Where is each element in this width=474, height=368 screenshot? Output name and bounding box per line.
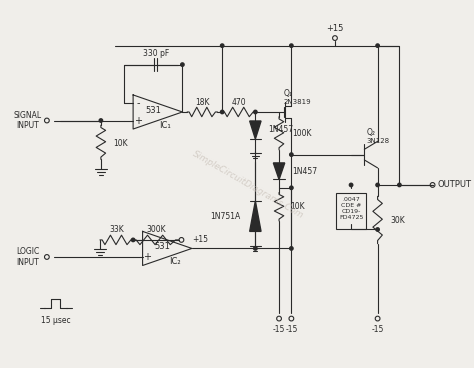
Circle shape: [349, 183, 353, 187]
Text: +: +: [134, 116, 142, 125]
Text: OUTPUT: OUTPUT: [438, 180, 471, 190]
Circle shape: [290, 186, 293, 190]
Text: 330 pF: 330 pF: [143, 49, 170, 58]
Bar: [336, 194, 366, 230]
Text: 15 μsec: 15 μsec: [41, 316, 70, 325]
Text: 300K: 300K: [146, 225, 166, 234]
Text: IC₁: IC₁: [159, 121, 171, 130]
Text: -: -: [136, 99, 140, 109]
Circle shape: [131, 238, 135, 242]
Text: 531: 531: [155, 242, 171, 251]
Text: Q₁: Q₁: [283, 89, 292, 98]
Circle shape: [290, 247, 293, 250]
Text: IC₂: IC₂: [169, 257, 181, 266]
Circle shape: [254, 110, 257, 114]
Text: 10K: 10K: [113, 139, 128, 148]
Text: -: -: [146, 235, 149, 245]
Text: -15: -15: [273, 325, 285, 335]
Circle shape: [290, 153, 293, 156]
Circle shape: [220, 110, 224, 114]
Text: LOGIC
INPUT: LOGIC INPUT: [16, 247, 39, 267]
Circle shape: [99, 119, 102, 122]
Polygon shape: [250, 201, 261, 231]
Text: 531: 531: [145, 106, 161, 114]
Text: +: +: [143, 252, 151, 262]
Text: .0047
CDE #
CD19-
FD4725: .0047 CDE # CD19- FD4725: [339, 198, 363, 220]
Text: 1N751A: 1N751A: [210, 212, 240, 221]
Circle shape: [290, 44, 293, 47]
Text: 1N457: 1N457: [269, 125, 294, 134]
Circle shape: [376, 44, 379, 47]
Text: +15: +15: [192, 236, 208, 244]
Text: Q₂: Q₂: [366, 128, 375, 137]
Circle shape: [220, 44, 224, 47]
Circle shape: [376, 183, 379, 187]
Polygon shape: [273, 163, 285, 180]
Text: 100K: 100K: [292, 129, 312, 138]
Text: 2N3819: 2N3819: [283, 99, 311, 105]
Text: -15: -15: [285, 325, 298, 335]
Text: 10K: 10K: [291, 202, 305, 211]
Text: SIGNAL
INPUT: SIGNAL INPUT: [14, 111, 42, 130]
Text: 18K: 18K: [195, 98, 210, 107]
Text: 30K: 30K: [391, 216, 406, 224]
Circle shape: [398, 183, 401, 187]
Circle shape: [181, 63, 184, 66]
Circle shape: [254, 247, 257, 250]
Text: 1N457: 1N457: [292, 167, 318, 176]
Text: SimpleCircuitDiagrams.Com: SimpleCircuitDiagrams.Com: [191, 149, 305, 220]
Text: 470: 470: [231, 98, 246, 107]
Text: +15: +15: [326, 24, 344, 33]
Text: 3N128: 3N128: [366, 138, 389, 144]
Polygon shape: [250, 121, 261, 139]
Text: 33K: 33K: [109, 225, 124, 234]
Text: -15: -15: [372, 325, 384, 335]
Circle shape: [376, 228, 379, 231]
